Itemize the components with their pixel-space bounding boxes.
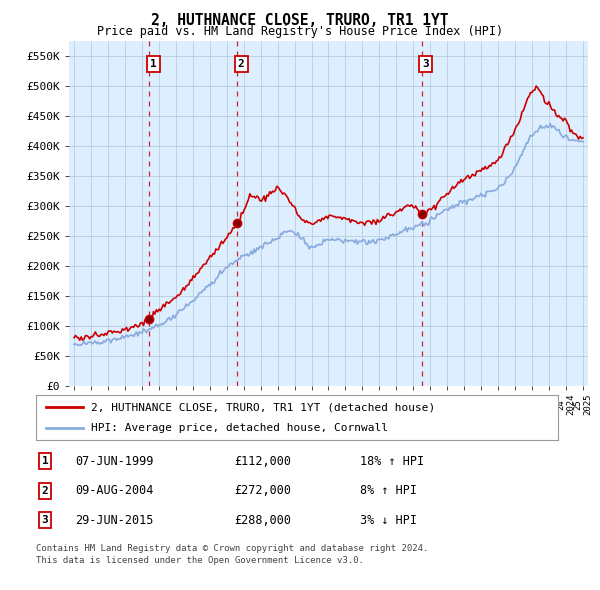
Text: 1: 1 (150, 59, 157, 68)
Text: 2, HUTHNANCE CLOSE, TRURO, TR1 1YT (detached house): 2, HUTHNANCE CLOSE, TRURO, TR1 1YT (deta… (91, 402, 435, 412)
Text: 3: 3 (422, 59, 429, 68)
Text: 2, HUTHNANCE CLOSE, TRURO, TR1 1YT: 2, HUTHNANCE CLOSE, TRURO, TR1 1YT (151, 13, 449, 28)
Text: 3: 3 (41, 516, 49, 525)
Text: £112,000: £112,000 (234, 455, 291, 468)
Text: 09-AUG-2004: 09-AUG-2004 (75, 484, 154, 497)
Text: 3% ↓ HPI: 3% ↓ HPI (360, 514, 417, 527)
Text: Contains HM Land Registry data © Crown copyright and database right 2024.: Contains HM Land Registry data © Crown c… (36, 545, 428, 553)
Text: Price paid vs. HM Land Registry's House Price Index (HPI): Price paid vs. HM Land Registry's House … (97, 25, 503, 38)
Text: 8% ↑ HPI: 8% ↑ HPI (360, 484, 417, 497)
Text: 07-JUN-1999: 07-JUN-1999 (75, 455, 154, 468)
Text: This data is licensed under the Open Government Licence v3.0.: This data is licensed under the Open Gov… (36, 556, 364, 565)
Text: 2: 2 (41, 486, 49, 496)
Text: 2: 2 (238, 59, 245, 68)
Text: £288,000: £288,000 (234, 514, 291, 527)
Text: 29-JUN-2015: 29-JUN-2015 (75, 514, 154, 527)
Text: 18% ↑ HPI: 18% ↑ HPI (360, 455, 424, 468)
Text: 1: 1 (41, 457, 49, 466)
Text: HPI: Average price, detached house, Cornwall: HPI: Average price, detached house, Corn… (91, 424, 388, 434)
Text: £272,000: £272,000 (234, 484, 291, 497)
